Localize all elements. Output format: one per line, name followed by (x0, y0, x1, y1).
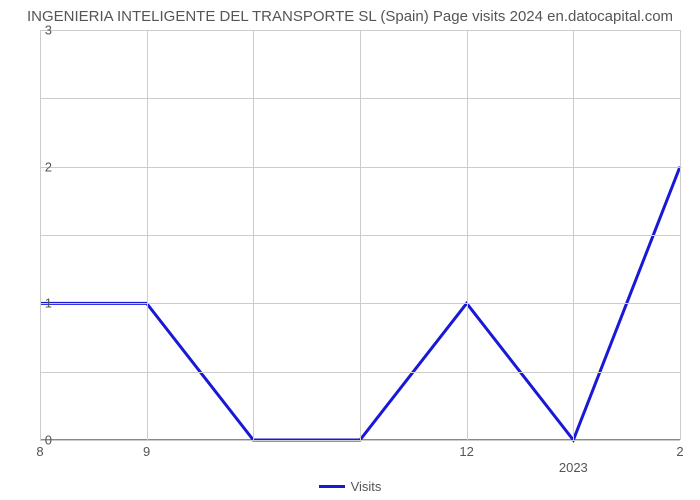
x-tick-label-right: 2 (676, 444, 683, 459)
legend-swatch (319, 485, 345, 488)
chart-title: INGENIERIA INTELIGENTE DEL TRANSPORTE SL… (0, 8, 700, 25)
grid-line-h (40, 167, 680, 168)
chart-container: INGENIERIA INTELIGENTE DEL TRANSPORTE SL… (0, 0, 700, 500)
y-tick-label: 2 (45, 159, 52, 174)
grid-line-h (40, 303, 680, 304)
x-secondary-label: 2023 (559, 460, 588, 475)
grid-line-h (40, 30, 680, 31)
y-tick-label: 0 (45, 433, 52, 448)
x-tick-label: 8 (36, 444, 43, 459)
y-tick-label: 3 (45, 23, 52, 38)
grid-line-h (40, 440, 680, 441)
grid-line-h (40, 235, 680, 236)
legend: Visits (0, 478, 700, 494)
legend-label: Visits (351, 479, 382, 494)
plot-area (40, 30, 680, 440)
grid-line-v (680, 30, 681, 440)
x-tick-label: 12 (459, 444, 473, 459)
x-tick-label: 9 (143, 444, 150, 459)
y-tick-label: 1 (45, 296, 52, 311)
grid-line-h (40, 98, 680, 99)
grid-line-h (40, 372, 680, 373)
